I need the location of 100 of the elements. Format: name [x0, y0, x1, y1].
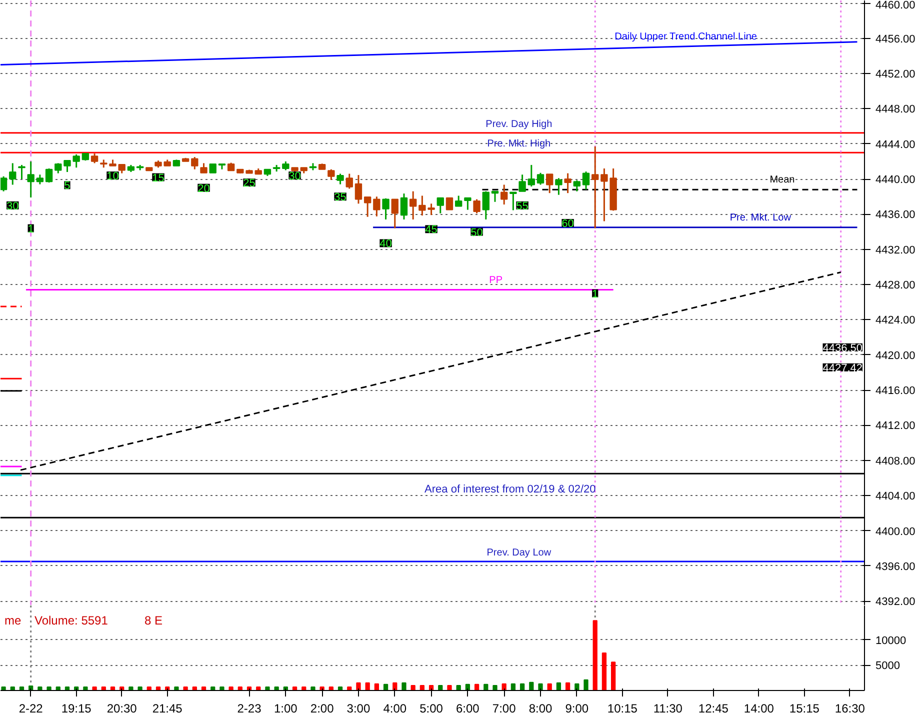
candlestick: [346, 172, 353, 190]
bar: [83, 686, 88, 690]
y-tick-label: 5000: [876, 660, 900, 672]
x-tick-label: 1:00: [274, 702, 298, 716]
x-tick-label: 2:00: [310, 702, 334, 716]
y-tick-label: 4408.00: [876, 455, 916, 468]
y-tick-label: 4444.00: [876, 138, 916, 151]
x-tick-label: 6:00: [456, 702, 480, 716]
bar: [484, 684, 488, 690]
annotation: 20: [198, 182, 210, 195]
x-tick-label: 11:30: [653, 702, 683, 716]
ref-line-label: Prev. Day High: [486, 118, 552, 130]
y-tick-label: 4436.00: [876, 209, 916, 222]
y-tick-label: 4420.00: [876, 350, 916, 362]
bar: [602, 652, 607, 690]
y-tick-label: 4400.00: [876, 526, 916, 538]
bar: [402, 682, 406, 690]
bar: [474, 684, 480, 690]
annotation: 55: [516, 200, 528, 212]
series-label: PP: [489, 274, 503, 286]
bar: [565, 682, 570, 690]
candlestick: [500, 184, 508, 206]
bar: [92, 686, 97, 690]
y-tick-label: 4416.00: [876, 385, 916, 398]
bar: [174, 686, 179, 690]
annotation: 15: [152, 172, 164, 184]
annotation: 1: [28, 223, 34, 236]
annotation: 30: [6, 200, 19, 212]
bar: [538, 683, 543, 690]
x-tick-label: 14:00: [744, 702, 774, 716]
bar: [492, 684, 498, 690]
candlestick: [0, 176, 8, 192]
bar: [556, 682, 562, 690]
y-tick-label: 4412.00: [876, 420, 916, 432]
annotation: 4436.50: [822, 342, 863, 354]
y-tick-label: 4440.00: [876, 174, 916, 186]
y-tick-label: 4448.00: [876, 104, 916, 116]
x-tick-label: 4:00: [383, 702, 407, 716]
bar: [265, 686, 270, 690]
candlestick: [510, 191, 517, 211]
bar: [356, 682, 361, 690]
bar: [128, 686, 134, 690]
annotation: 4427.42: [822, 362, 863, 374]
bar: [584, 679, 588, 690]
candlestick: [536, 172, 544, 186]
bar: [374, 683, 379, 690]
annotation: 50: [470, 226, 483, 239]
x-tick-label: 12:45: [698, 702, 729, 716]
candlestick: [528, 164, 535, 188]
candlestick: [328, 168, 335, 181]
bar: [547, 683, 552, 690]
candlestick: [27, 160, 34, 198]
candlestick: [436, 197, 444, 214]
candlestick: [382, 198, 390, 220]
x-tick-label: 19:15: [61, 702, 92, 716]
candlestick: [391, 198, 398, 230]
annotation: 8 E: [144, 614, 163, 628]
candlestick: [336, 172, 344, 186]
x-tick-label: 10:15: [607, 702, 638, 716]
candlestick: [18, 164, 26, 180]
ref-line-label: Prev. Day Low: [486, 548, 552, 559]
candlestick: [482, 190, 490, 220]
annotation: 30: [288, 170, 301, 182]
y-tick-label: 10000: [876, 634, 906, 647]
series-label: Daily Upper Trend Channel Line: [614, 31, 758, 42]
bar: [228, 686, 234, 690]
candlestick: [546, 173, 554, 194]
bar: [383, 684, 388, 690]
y-tick-label: 4460.00: [876, 0, 916, 12]
bar: [310, 686, 316, 690]
candlestick: [446, 197, 454, 210]
candlestick: [555, 177, 562, 196]
y-tick-label: 4432.00: [876, 244, 916, 256]
candlestick: [45, 168, 53, 184]
candlestick: [491, 190, 499, 203]
bar: [420, 684, 425, 690]
candlestick: [90, 152, 98, 164]
annotation: me: [4, 614, 22, 628]
candlestick: [464, 197, 472, 211]
y-tick-label: 4424.00: [876, 314, 916, 327]
annotation: 25: [243, 178, 256, 190]
x-tick-label: 3:00: [346, 702, 370, 716]
series-label: Mean: [770, 174, 795, 186]
candlestick: [9, 162, 16, 186]
bar: [365, 682, 370, 690]
y-tick-label: 4456.00: [876, 33, 916, 46]
annotation: 10: [106, 170, 119, 182]
candlestick: [36, 174, 44, 186]
x-tick-label: 5:00: [420, 702, 444, 716]
candlestick: [473, 198, 480, 214]
series-label: Pre. Mkt. Low: [730, 212, 792, 224]
ref-line-label: Pre. Mkt. High: [487, 138, 551, 150]
annotation: 1: [592, 288, 598, 300]
bar: [183, 686, 188, 690]
bar: [529, 682, 534, 690]
y-tick-label: 4404.00: [876, 490, 916, 503]
bar: [46, 686, 52, 690]
candlestick: [592, 146, 599, 230]
candlestick: [54, 162, 62, 174]
candlestick: [364, 196, 372, 218]
